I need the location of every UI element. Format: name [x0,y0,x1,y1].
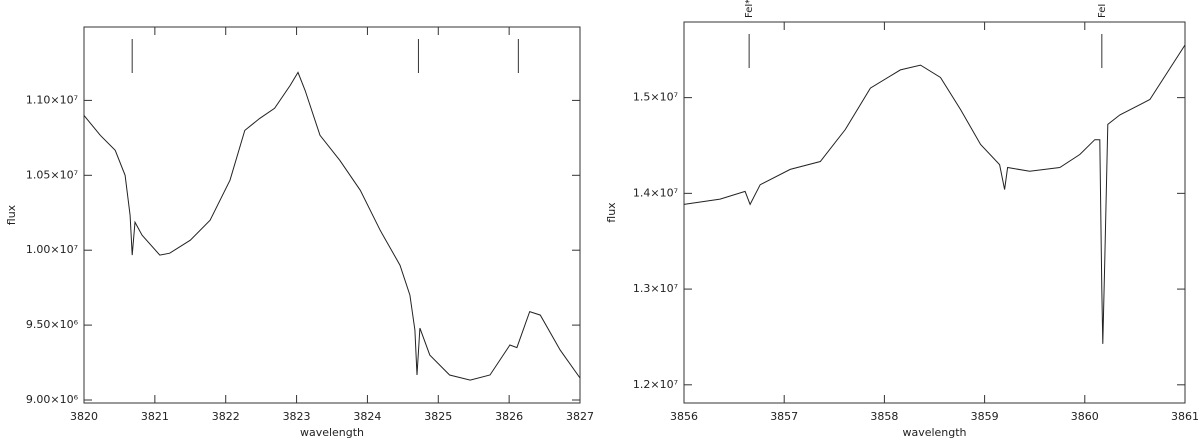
x-tick-label: 3824 [353,410,381,423]
x-tick-label: 3823 [283,410,311,423]
plot-frame [683,21,1186,404]
y-tick-label: 1.4×10⁷ [633,186,678,199]
y-tick-label: 1.10×10⁷ [26,93,78,106]
x-tick-label: 3858 [870,410,898,423]
y-tick-label: 1.3×10⁷ [633,282,678,295]
x-tick-label: 3860 [1071,410,1099,423]
y-tick-label: 1.5×10⁷ [633,91,678,104]
y-tick-label: 1.00×10⁷ [26,243,78,256]
x-tick-label: 3859 [971,410,999,423]
x-tick-label: 3856 [670,410,698,423]
line-marker-label: FeI* [744,0,755,18]
x-tick-label: 3821 [141,410,169,423]
x-tick-label: 3825 [424,410,452,423]
x-tick-label: 3820 [70,410,98,423]
y-tick-label: 9.00×10⁶ [26,393,79,406]
y-tick-label: 9.50×10⁶ [26,318,79,331]
spectrum-line [683,44,1186,344]
y-axis-label: flux [605,202,618,223]
spectrum-line [83,71,581,381]
x-tick-label: 3827 [566,410,594,423]
x-axis-label: wavelength [902,426,966,439]
y-axis-label: flux [5,204,18,225]
y-tick-label: 1.05×10⁷ [26,168,78,181]
x-tick-label: 3826 [495,410,523,423]
x-axis-label: wavelength [300,426,364,439]
x-tick-label: 3861 [1171,410,1199,423]
x-tick-label: 3822 [212,410,240,423]
plot-frame [83,26,581,404]
x-tick-label: 3857 [770,410,798,423]
line-marker-label: FeI [1097,4,1108,18]
y-tick-label: 1.2×10⁷ [633,378,678,391]
